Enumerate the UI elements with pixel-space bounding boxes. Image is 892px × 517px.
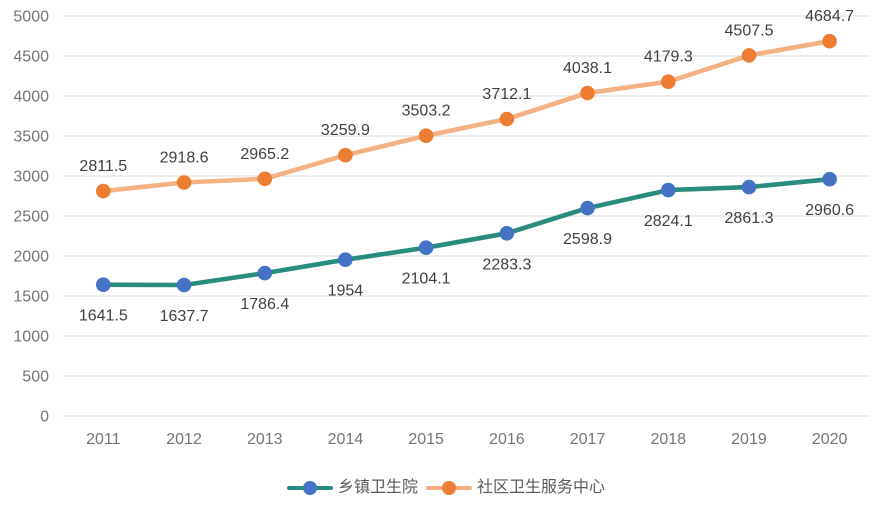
data-point-marker xyxy=(499,226,515,241)
x-axis-label: 2011 xyxy=(86,431,121,448)
x-axis-label: 2019 xyxy=(731,431,767,448)
data-label: 2811.5 xyxy=(79,158,127,175)
legend-swatch-icon xyxy=(426,481,472,496)
data-label: 2104.1 xyxy=(402,271,451,288)
legend-item-1: 社区卫生服务中心 xyxy=(426,479,605,497)
data-point-marker xyxy=(741,48,757,63)
x-axis-label: 2012 xyxy=(166,431,202,448)
y-axis-tick-label: 2500 xyxy=(13,209,49,226)
y-axis-tick-label: 0 xyxy=(40,409,49,426)
data-label: 2598.9 xyxy=(563,231,612,248)
data-point-marker xyxy=(822,33,837,49)
legend-marker-sample xyxy=(442,481,456,495)
data-point-marker xyxy=(741,179,757,195)
x-axis-label: 2020 xyxy=(812,431,848,448)
data-point-marker xyxy=(338,252,353,267)
x-axis-label: 2014 xyxy=(328,431,364,448)
data-label: 2283.3 xyxy=(482,256,531,273)
data-point-marker xyxy=(499,111,515,127)
data-label: 3259.9 xyxy=(321,122,370,139)
y-axis-tick-label: 4000 xyxy=(13,89,49,106)
data-point-marker xyxy=(580,85,595,101)
data-point-marker xyxy=(338,147,353,163)
legend-item-0: 乡镇卫生院 xyxy=(286,479,418,497)
data-point-marker xyxy=(661,182,676,198)
data-point-marker xyxy=(257,265,273,281)
data-point-marker xyxy=(96,183,111,199)
y-axis-tick-label: 500 xyxy=(22,369,49,386)
data-point-marker xyxy=(96,277,111,293)
data-point-marker xyxy=(580,200,595,216)
series-line-0 xyxy=(101,176,832,288)
y-axis-tick-label: 4500 xyxy=(13,49,49,66)
data-point-marker xyxy=(257,171,273,187)
legend-swatch-icon xyxy=(286,481,333,496)
data-label: 1954 xyxy=(328,283,364,300)
line-chart: 0 500 1000 1500 2000 2500 3000 3500 4000 4500 5000… xyxy=(13,8,870,448)
data-label: 2965.2 xyxy=(240,146,289,163)
x-axis-label: 2013 xyxy=(247,431,283,448)
y-axis-tick-label: 3500 xyxy=(13,129,49,146)
data-label: 2960.6 xyxy=(805,202,854,219)
data-label: 2918.6 xyxy=(160,150,209,167)
data-point-marker xyxy=(176,277,192,293)
data-label: 4038.1 xyxy=(563,60,612,77)
data-label: 4684.7 xyxy=(805,8,854,25)
data-label: 4179.3 xyxy=(644,49,693,66)
x-axis-label: 2015 xyxy=(408,431,444,448)
legend-marker-sample xyxy=(302,481,317,495)
y-axis-tick-label: 2000 xyxy=(13,249,49,266)
x-axis-label: 2016 xyxy=(489,431,525,448)
data-point-marker xyxy=(822,171,837,187)
data-label: 1637.7 xyxy=(160,308,209,325)
y-axis-tick-label: 1000 xyxy=(13,329,49,346)
legend-label: 社区卫生服务中心 xyxy=(477,479,606,496)
data-label: 3503.2 xyxy=(402,103,451,120)
y-axis-tick-label: 3000 xyxy=(13,169,49,186)
series-line-1 xyxy=(101,38,832,194)
data-label: 1786.4 xyxy=(240,296,289,313)
legend-label: 乡镇卫生院 xyxy=(337,479,418,496)
data-label: 2861.3 xyxy=(725,210,774,227)
data-point-marker xyxy=(176,175,192,190)
data-point-marker xyxy=(418,128,434,143)
x-axis-label: 2017 xyxy=(570,431,606,448)
data-label: 3712.1 xyxy=(482,86,531,103)
data-point-marker xyxy=(661,74,676,89)
y-axis-tick-label: 5000 xyxy=(13,9,49,26)
x-axis-label: 2018 xyxy=(650,431,686,448)
data-label: 1641.5 xyxy=(79,308,128,325)
chart-legend: 乡镇卫生院 社区卫生服务中心 xyxy=(0,470,892,517)
y-axis-tick-label: 1500 xyxy=(13,289,49,306)
data-point-marker xyxy=(418,240,434,255)
data-label: 4507.5 xyxy=(725,22,774,39)
data-label: 2824.1 xyxy=(644,213,693,230)
